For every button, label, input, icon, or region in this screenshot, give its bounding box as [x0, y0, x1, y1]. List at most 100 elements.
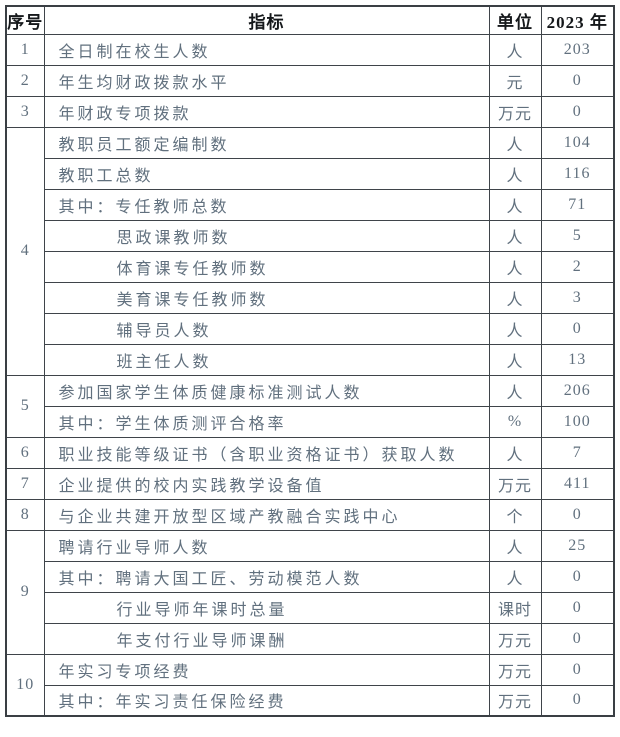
cell-unit: 人: [488, 529, 542, 562]
cell-no: 3: [5, 95, 45, 128]
cell-value: 5: [540, 219, 615, 252]
cell-indicator: 年实习专项经费: [43, 653, 490, 686]
table-row: 其中：聘请大国工匠、劳动模范人数 人 0: [6, 560, 615, 593]
cell-unit: 万元: [488, 467, 542, 500]
cell-value: 0: [540, 498, 615, 531]
cell-unit: 人: [488, 33, 542, 66]
table-row: 4 教职员工额定编制数 人 104: [5, 126, 615, 376]
cell-indicator: 教职工总数: [43, 157, 490, 190]
cell-indicator: 聘请行业导师人数: [43, 529, 490, 562]
table-row: 2 年生均财政拨款水平 元 0: [5, 64, 615, 97]
cell-indicator: 思政课教师数: [43, 219, 490, 252]
cell-no: 8: [5, 498, 45, 531]
cell-indicator: 教职员工额定编制数: [43, 126, 490, 159]
cell-no-group4: 4: [5, 126, 45, 376]
cell-unit: 人: [488, 157, 542, 190]
cell-value: 0: [540, 560, 615, 593]
cell-no: 2: [5, 64, 45, 97]
cell-indicator: 班主任人数: [43, 343, 490, 376]
cell-value: 0: [540, 684, 615, 717]
cell-indicator: 其中：专任教师总数: [43, 188, 490, 221]
cell-indicator: 行业导师年课时总量: [43, 591, 490, 624]
header-indicator: 指标: [43, 5, 490, 35]
cell-value: 206: [540, 374, 615, 407]
cell-indicator: 体育课专任教师数: [43, 250, 490, 283]
table-row: 教职工总数 人 116: [6, 157, 615, 190]
cell-value: 203: [540, 33, 615, 66]
cell-unit: 人: [488, 188, 542, 221]
cell-indicator: 美育课专任教师数: [43, 281, 490, 314]
cell-value: 100: [540, 405, 615, 438]
table-row: 7 企业提供的校内实践教学设备值 万元 411: [5, 467, 615, 500]
cell-indicator: 其中：学生体质测评合格率: [43, 405, 490, 438]
cell-unit: 人: [488, 219, 542, 252]
table-row: 8 与企业共建开放型区域产教融合实践中心 个 0: [5, 498, 615, 531]
cell-unit: 人: [488, 343, 542, 376]
cell-value: 0: [540, 64, 615, 97]
cell-unit: 万元: [488, 684, 542, 717]
table-row: 5 参加国家学生体质健康标准测试人数 人 206: [5, 374, 615, 438]
header-row: 序号 指标 单位 2023 年: [5, 5, 615, 35]
cell-unit: 人: [488, 436, 542, 469]
cell-value: 25: [540, 529, 615, 562]
cell-indicator: 职业技能等级证书（含职业资格证书）获取人数: [43, 436, 490, 469]
table-row: 班主任人数 人 13: [6, 343, 615, 376]
cell-value: 13: [540, 343, 615, 376]
cell-indicator: 参加国家学生体质健康标准测试人数: [43, 374, 490, 407]
cell-value: 7: [540, 436, 615, 469]
cell-value: 116: [540, 157, 615, 190]
cell-unit: 人: [488, 250, 542, 283]
table-row: 10 年实习专项经费 万元 0: [5, 653, 615, 717]
cell-no: 7: [5, 467, 45, 500]
cell-no: 1: [5, 33, 45, 66]
cell-indicator: 年生均财政拨款水平: [43, 64, 490, 97]
page: 序号 指标 单位 2023 年 1 全日制在校生人数 人 203 2 年生均财政…: [5, 5, 615, 717]
cell-indicator: 全日制在校生人数: [43, 33, 490, 66]
cell-value: 0: [540, 591, 615, 624]
cell-unit: 人: [488, 126, 542, 159]
cell-unit: 万元: [488, 95, 542, 128]
header-unit: 单位: [488, 5, 542, 35]
table-row: 美育课专任教师数 人 3: [6, 281, 615, 314]
table-row: 体育课专任教师数 人 2: [6, 250, 615, 283]
table-row: 行业导师年课时总量 课时 0: [6, 591, 615, 624]
cell-unit: 人: [488, 560, 542, 593]
cell-unit: 个: [488, 498, 542, 531]
cell-value: 0: [540, 622, 615, 655]
cell-value: 0: [540, 312, 615, 345]
cell-unit: 课时: [488, 591, 542, 624]
table-row: 其中：年实习责任保险经费 万元 0: [6, 684, 615, 717]
header-year: 2023 年: [540, 5, 615, 35]
cell-value: 104: [540, 126, 615, 159]
table-row: 辅导员人数 人 0: [6, 312, 615, 345]
cell-no: 6: [5, 436, 45, 469]
cell-indicator: 年财政专项拨款: [43, 95, 490, 128]
cell-no-group5: 5: [5, 374, 45, 438]
cell-no-group10: 10: [5, 653, 45, 717]
cell-indicator: 其中：年实习责任保险经费: [43, 684, 490, 717]
cell-value: 71: [540, 188, 615, 221]
table-row: 思政课教师数 人 5: [6, 219, 615, 252]
cell-value: 0: [540, 95, 615, 128]
cell-value: 3: [540, 281, 615, 314]
table-row: 年支付行业导师课酬 万元 0: [6, 622, 615, 655]
table-row: 其中：专任教师总数 人 71: [6, 188, 615, 221]
cell-indicator: 年支付行业导师课酬: [43, 622, 490, 655]
table-row: 3 年财政专项拨款 万元 0: [5, 95, 615, 128]
cell-value: 2: [540, 250, 615, 283]
cell-indicator: 其中：聘请大国工匠、劳动模范人数: [43, 560, 490, 593]
cell-indicator: 辅导员人数: [43, 312, 490, 345]
cell-indicator: 企业提供的校内实践教学设备值: [43, 467, 490, 500]
cell-value: 411: [540, 467, 615, 500]
table-row: 6 职业技能等级证书（含职业资格证书）获取人数 人 7: [5, 436, 615, 469]
table-row: 9 聘请行业导师人数 人 25: [5, 529, 615, 655]
cell-unit: 元: [488, 64, 542, 97]
cell-no-group9: 9: [5, 529, 45, 655]
indicator-table: 序号 指标 单位 2023 年 1 全日制在校生人数 人 203 2 年生均财政…: [5, 5, 615, 717]
header-no: 序号: [5, 5, 45, 35]
table-row: 1 全日制在校生人数 人 203: [5, 33, 615, 66]
cell-unit: 万元: [488, 622, 542, 655]
cell-unit: 人: [488, 312, 542, 345]
table-row: 其中：学生体质测评合格率 % 100: [6, 405, 615, 438]
cell-unit: 人: [488, 281, 542, 314]
